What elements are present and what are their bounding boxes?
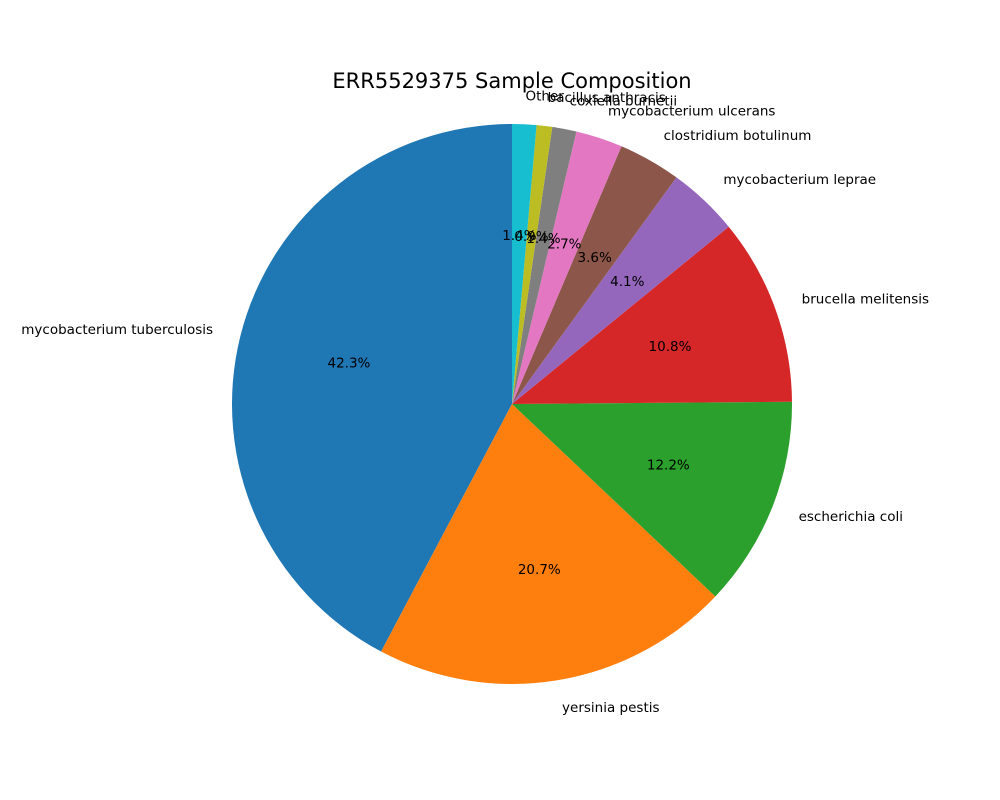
pct-label-mycobacterium-tuberculosis: 42.3%: [327, 356, 370, 372]
pct-label-mycobacterium-ulcerans: 2.7%: [547, 236, 581, 252]
pie-slice-mycobacterium-leprae: [512, 177, 729, 404]
slice-label-mycobacterium-ulcerans: mycobacterium ulcerans: [608, 103, 775, 119]
pct-label-brucella-melitensis: 10.8%: [649, 339, 692, 355]
pie-slice-mycobacterium-tuberculosis: [232, 124, 512, 652]
slice-label-clostridium-botulinum: clostridium botulinum: [664, 128, 812, 144]
pie-slice-coxiella-burnetii: [512, 126, 577, 404]
pie-slices: [232, 124, 793, 684]
pie-slice-escherichia-coli: [512, 401, 793, 597]
chart-title: ERR5529375 Sample Composition: [332, 69, 691, 93]
percentage-labels: 42.3%20.7%12.2%10.8%4.1%3.6%2.7%1.4%0.9%…: [327, 228, 691, 578]
pie-slice-brucella-melitensis: [512, 226, 792, 404]
slice-label-mycobacterium-leprae: mycobacterium leprae: [723, 172, 876, 188]
pct-label-bacillus-anthracis: 0.9%: [514, 229, 548, 245]
slice-label-yersinia-pestis: yersinia pestis: [562, 700, 660, 716]
pct-label-mycobacterium-leprae: 4.1%: [610, 274, 644, 290]
slice-label-escherichia-coli: escherichia coli: [799, 509, 903, 525]
slice-labels: mycobacterium tuberculosis yersinia pesti…: [21, 88, 929, 716]
pct-label-other: 1.4%: [502, 228, 536, 244]
pct-label-yersinia-pestis: 20.7%: [518, 562, 561, 578]
pie-slice-bacillus-anthracis: [512, 125, 553, 404]
slice-label-bacillus-anthracis: bacillus anthracis: [548, 90, 666, 106]
slice-label-brucella-melitensis: brucella melitensis: [802, 291, 929, 307]
pct-label-coxiella-burnetii: 1.4%: [526, 231, 560, 247]
pie-slice-yersinia-pestis: [381, 404, 716, 684]
slice-label-coxiella-burnetii: coxiella burnetii: [570, 93, 677, 109]
pct-label-escherichia-coli: 12.2%: [647, 458, 690, 474]
pie-slice-clostridium-botulinum: [512, 146, 677, 404]
slice-label-mycobacterium-tuberculosis: mycobacterium tuberculosis: [21, 322, 213, 338]
pie-slice-other: [512, 124, 537, 404]
pie-slice-mycobacterium-ulcerans: [512, 131, 622, 404]
pct-label-clostridium-botulinum: 3.6%: [578, 250, 612, 266]
slice-label-other: Other: [526, 88, 565, 104]
